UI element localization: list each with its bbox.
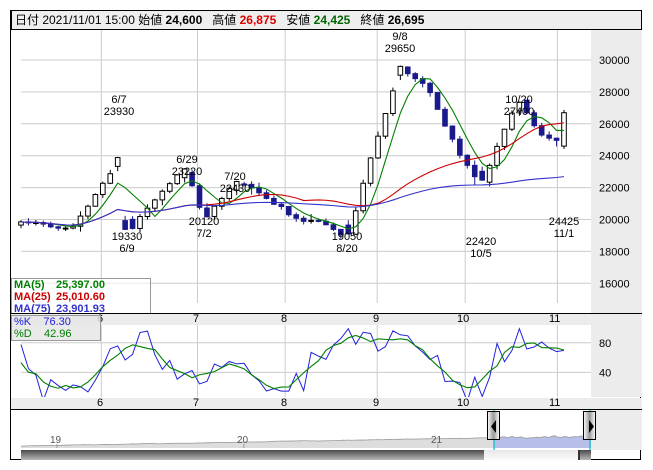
svg-text:16000: 16000 [599, 278, 630, 290]
svg-text:80: 80 [599, 338, 611, 350]
svg-text:6/9: 6/9 [119, 243, 134, 255]
svg-text:8/20: 8/20 [336, 243, 357, 255]
svg-text:7/20: 7/20 [224, 171, 245, 183]
svg-text:19330: 19330 [112, 231, 143, 243]
svg-text:11/1: 11/1 [554, 228, 575, 240]
svg-text:29650: 29650 [385, 43, 416, 55]
svg-text:28000: 28000 [599, 87, 630, 99]
svg-text:22430: 22430 [220, 183, 251, 195]
svg-text:6/29: 6/29 [176, 154, 197, 166]
svg-text:24425: 24425 [549, 216, 580, 228]
svg-text:7/2: 7/2 [196, 228, 211, 240]
svg-text:19050: 19050 [332, 231, 363, 243]
svg-text:18000: 18000 [599, 246, 630, 258]
svg-text:9/8: 9/8 [392, 31, 407, 43]
svg-text:10/20: 10/20 [505, 94, 533, 106]
svg-text:22000: 22000 [599, 183, 630, 195]
svg-text:22420: 22420 [466, 236, 497, 248]
svg-text:27400: 27400 [504, 106, 535, 118]
svg-text:10/5: 10/5 [470, 248, 491, 260]
svg-text:20000: 20000 [599, 215, 630, 227]
svg-text:20120: 20120 [189, 216, 220, 228]
svg-text:30000: 30000 [599, 55, 630, 67]
svg-text:26000: 26000 [599, 119, 630, 131]
svg-text:23220: 23220 [172, 166, 203, 178]
svg-text:23930: 23930 [104, 106, 135, 118]
svg-text:40: 40 [599, 367, 611, 379]
svg-text:6/7: 6/7 [111, 94, 126, 106]
svg-text:24000: 24000 [599, 151, 630, 163]
